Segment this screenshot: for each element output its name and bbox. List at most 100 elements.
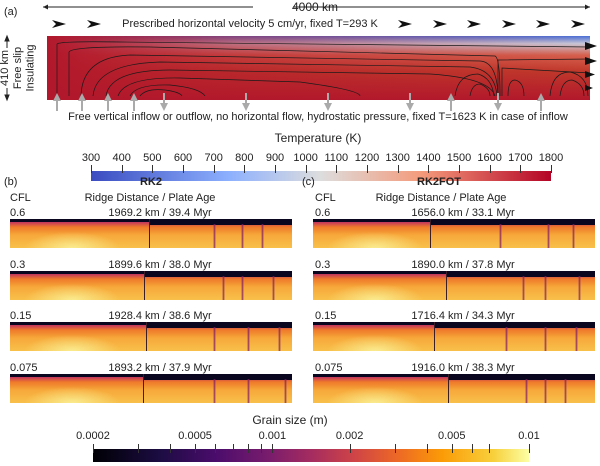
cfl-value: 0.3 — [315, 259, 331, 271]
ridge-marker — [149, 219, 150, 248]
downwelling — [547, 224, 550, 248]
cfl-value: 0.075 — [315, 362, 343, 374]
downwelling — [222, 276, 225, 300]
temperature-tick-label: 300 — [81, 152, 101, 164]
streamlines — [56, 41, 591, 97]
downwelling — [572, 224, 575, 248]
grain-size-map — [313, 219, 595, 248]
temperature-tick — [520, 165, 522, 173]
temperature-tick-label: 700 — [204, 152, 223, 164]
downwelling — [241, 224, 244, 248]
grain-minor-tick — [489, 444, 491, 453]
width-dimension-arrow — [43, 4, 590, 10]
downwelling — [525, 379, 528, 403]
plate-region — [143, 374, 292, 380]
downwelling — [544, 327, 547, 351]
ridge-marker — [144, 271, 145, 300]
temperature-tick — [183, 165, 184, 173]
temperature-tick-label: 400 — [112, 152, 131, 164]
ridge-distance-plate-age: 1928.4 km / 38.6 Myr — [108, 310, 212, 322]
grain-minor-tick — [426, 444, 428, 453]
downwelling — [544, 276, 547, 300]
downwelling — [278, 327, 281, 351]
grain-colorbar-title: Grain size (m) — [252, 413, 328, 427]
temperature-tick — [459, 165, 460, 173]
panel-b-ridge-header: Ridge Distance / Plate Age — [84, 192, 216, 204]
ridge-distance-plate-age: 1899.6 km / 38.0 Myr — [108, 259, 212, 271]
downwelling — [578, 276, 581, 300]
bottom-flow-arrows — [53, 93, 545, 111]
cfl-value: 0.15 — [315, 310, 337, 322]
panel-c-label: (c) — [302, 176, 315, 188]
panel-b-label: (b) — [4, 176, 18, 188]
downwelling — [575, 327, 578, 351]
side-bc-free-slip: Free slip — [12, 46, 25, 90]
panel-b-cfl-header: CFL — [10, 192, 31, 204]
grain-tick — [272, 444, 274, 453]
depth-dimension-arrow — [4, 34, 10, 102]
grain-minor-tick — [232, 444, 234, 453]
ridge-distance-plate-age: 1893.2 km / 37.9 Myr — [108, 362, 212, 374]
ridge-marker — [146, 322, 147, 351]
grain-tick-label: 0.0005 — [178, 430, 212, 442]
downwelling — [564, 379, 567, 403]
temperature-tick — [213, 165, 215, 173]
downwelling — [522, 276, 525, 300]
grain-minor-tick — [394, 444, 396, 453]
ridge-marker — [448, 374, 449, 403]
temperature-tick-label: 800 — [235, 152, 254, 164]
temperature-tick — [275, 165, 276, 173]
plate-region — [144, 271, 292, 277]
grain-tick-label: 0.01 — [518, 430, 540, 442]
downwelling — [261, 224, 264, 248]
grain-tick — [195, 444, 197, 453]
temperature-tick-label: 1100 — [324, 152, 349, 164]
grain-tick-label: 0.0002 — [76, 430, 110, 442]
width-label: 4000 km — [291, 0, 339, 14]
grain-tick-label: 0.001 — [258, 430, 287, 442]
ridge-distance-plate-age: 1969.2 km / 39.4 Myr — [108, 207, 212, 219]
temperature-tick — [91, 165, 92, 173]
temperature-tick-label: 1300 — [385, 152, 410, 164]
plate-region — [434, 322, 595, 328]
downwelling — [544, 379, 547, 403]
plate-region — [146, 322, 292, 328]
temperature-tick — [489, 165, 491, 173]
grain-size-map — [10, 322, 292, 351]
downwelling — [505, 327, 508, 351]
downwelling — [241, 276, 244, 300]
grain-size-map — [313, 374, 595, 403]
bottom-boundary-condition: Free vertical inflow or outflow, no hori… — [68, 111, 568, 123]
downwelling — [247, 379, 250, 403]
grain-size-map — [313, 271, 595, 300]
downwelling — [213, 224, 216, 248]
temperature-tick — [244, 165, 246, 173]
temperature-tick-label: 600 — [173, 152, 193, 164]
temperature-tick — [367, 165, 368, 173]
cfl-value: 0.6 — [10, 207, 26, 219]
plate-region — [430, 219, 595, 225]
temperature-tick — [152, 165, 154, 173]
temperature-tick-label: 1700 — [508, 152, 533, 164]
ridge-distance-plate-age: 1890.0 km / 37.8 Myr — [411, 259, 515, 271]
downwelling — [247, 327, 250, 351]
grain-minor-tick — [247, 444, 249, 453]
ridge-marker — [430, 219, 431, 248]
temperature-tick-label: 1800 — [538, 152, 564, 164]
cfl-value: 0.075 — [10, 362, 38, 374]
temperature-tick-label: 500 — [143, 152, 162, 164]
grain-minor-tick — [215, 444, 217, 453]
temperature-tick-label: 900 — [265, 152, 285, 164]
temperature-tick — [336, 165, 338, 173]
temperature-tick-label: 1200 — [354, 152, 380, 164]
ridge-marker — [434, 322, 435, 351]
grain-size-map — [313, 322, 595, 351]
downwelling — [499, 224, 502, 248]
temperature-colorbar-title: Temperature (K) — [274, 131, 362, 145]
temperature-tick — [551, 165, 552, 173]
ridge-distance-plate-age: 1716.4 km / 34.3 Myr — [411, 310, 515, 322]
grain-minor-tick — [472, 444, 474, 453]
model-setup-diagram — [4, 4, 597, 111]
temperature-tick — [397, 165, 399, 173]
